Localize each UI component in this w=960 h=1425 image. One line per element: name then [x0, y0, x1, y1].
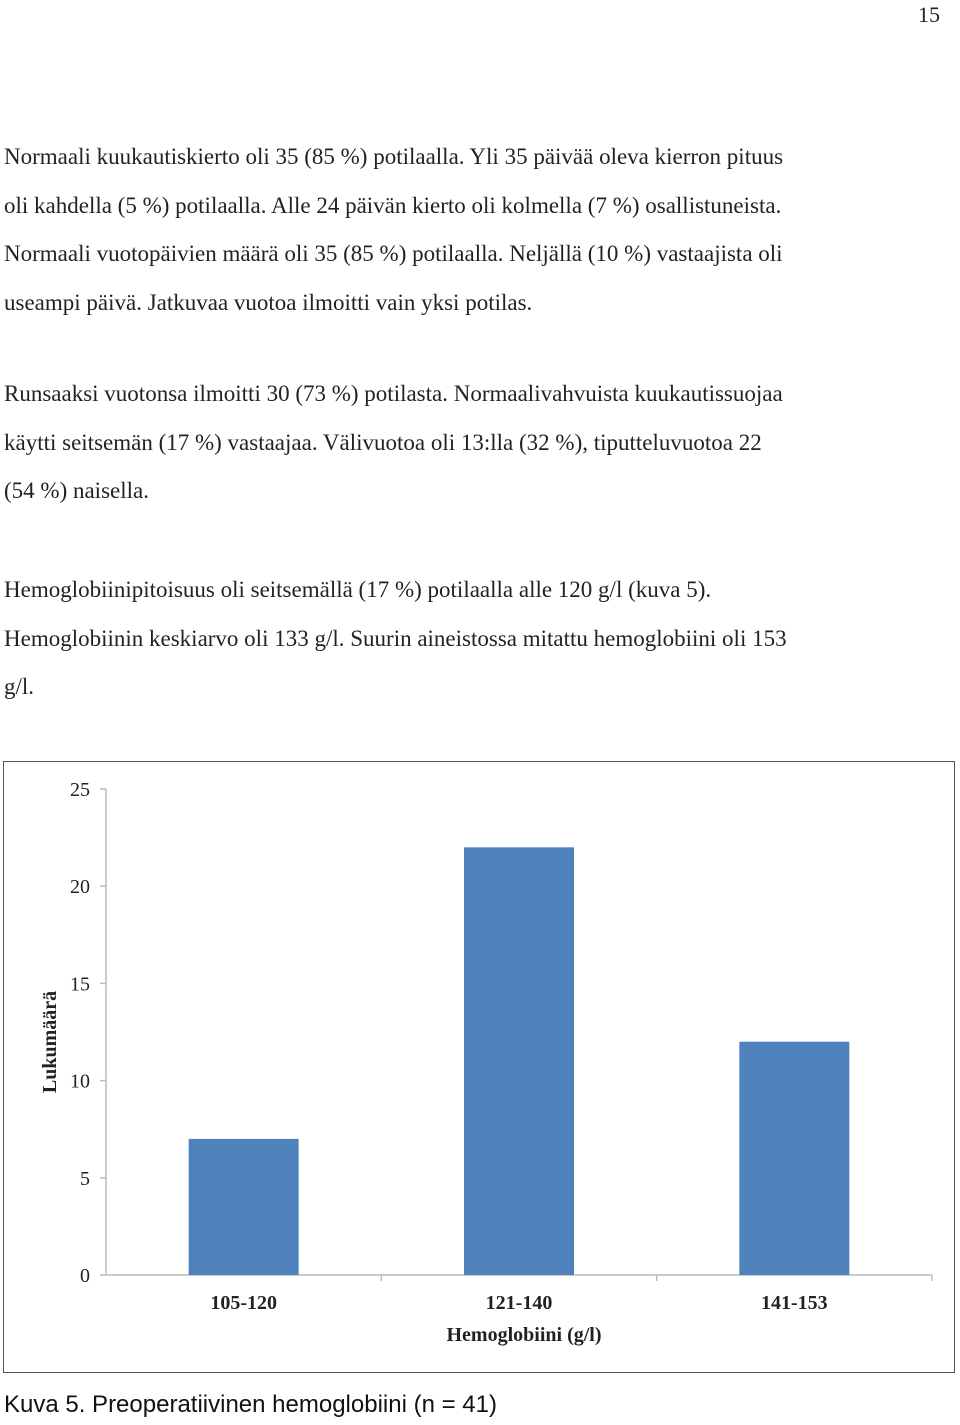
y-tick-label: 10 [70, 1071, 90, 1093]
text-line: useampi päivä. Jatkuvaa vuotoa ilmoitti … [4, 289, 533, 315]
text-line: Normaali vuotopäivien määrä oli 35 (85 %… [4, 241, 783, 266]
page-number: 15 [918, 2, 940, 27]
y-tick-label: 5 [80, 1168, 90, 1190]
paragraph-bleeding: Runsaaksi vuotonsa ilmoitti 30 (73 %) po… [4, 370, 783, 516]
x-tick-label: 141-153 [761, 1292, 828, 1314]
bar [739, 1041, 850, 1275]
bar [188, 1138, 299, 1275]
text-line: Normaali kuukautiskierto oli 35 (85 %) p… [4, 144, 784, 169]
bar [464, 847, 574, 1275]
text-line: (54 %) naisella. [4, 478, 149, 503]
text-line: g/l. [4, 674, 35, 699]
y-tick-label: 20 [70, 876, 90, 898]
x-tick-label: 105-120 [210, 1292, 277, 1314]
y-tick-label: 15 [70, 973, 90, 995]
chart-frame: 0 5 10 15 20 25 105-120 121-140 141-153 Hemoglobi… [3, 761, 955, 1373]
text-line: Hemoglobiinin keskiarvo oli 133 g/l. Suu… [4, 625, 787, 651]
x-tick-label: 121-140 [486, 1292, 553, 1314]
text-line: Hemoglobiinipitoisuus oli seitsemällä (1… [4, 577, 712, 602]
paragraph-menstrual-cycle: Normaali kuukautiskierto oli 35 (85 %) p… [4, 133, 783, 327]
y-axis-title: Lukumäärä [39, 991, 61, 1093]
figure-caption: Kuva 5. Preoperatiivinen hemoglobiini (n… [4, 1391, 497, 1418]
hemoglobin-bar-chart: 0 5 10 15 20 25 105-120 121-140 141-153 Hemoglobi… [39, 779, 933, 1346]
text-line: oli kahdella (5 %) potilaalla. Alle 24 p… [4, 192, 782, 218]
x-axis-title: Hemoglobiini (g/l) [447, 1324, 602, 1346]
text-line: käytti seitsemän (17 %) vastaajaa. Väliv… [4, 429, 762, 455]
text-line: Runsaaksi vuotonsa ilmoitti 30 (73 %) po… [4, 381, 783, 406]
y-tick-label: 0 [80, 1265, 90, 1287]
paragraph-hemoglobin: Hemoglobiinipitoisuus oli seitsemällä (1… [4, 566, 787, 712]
y-tick-label: 25 [70, 779, 90, 801]
